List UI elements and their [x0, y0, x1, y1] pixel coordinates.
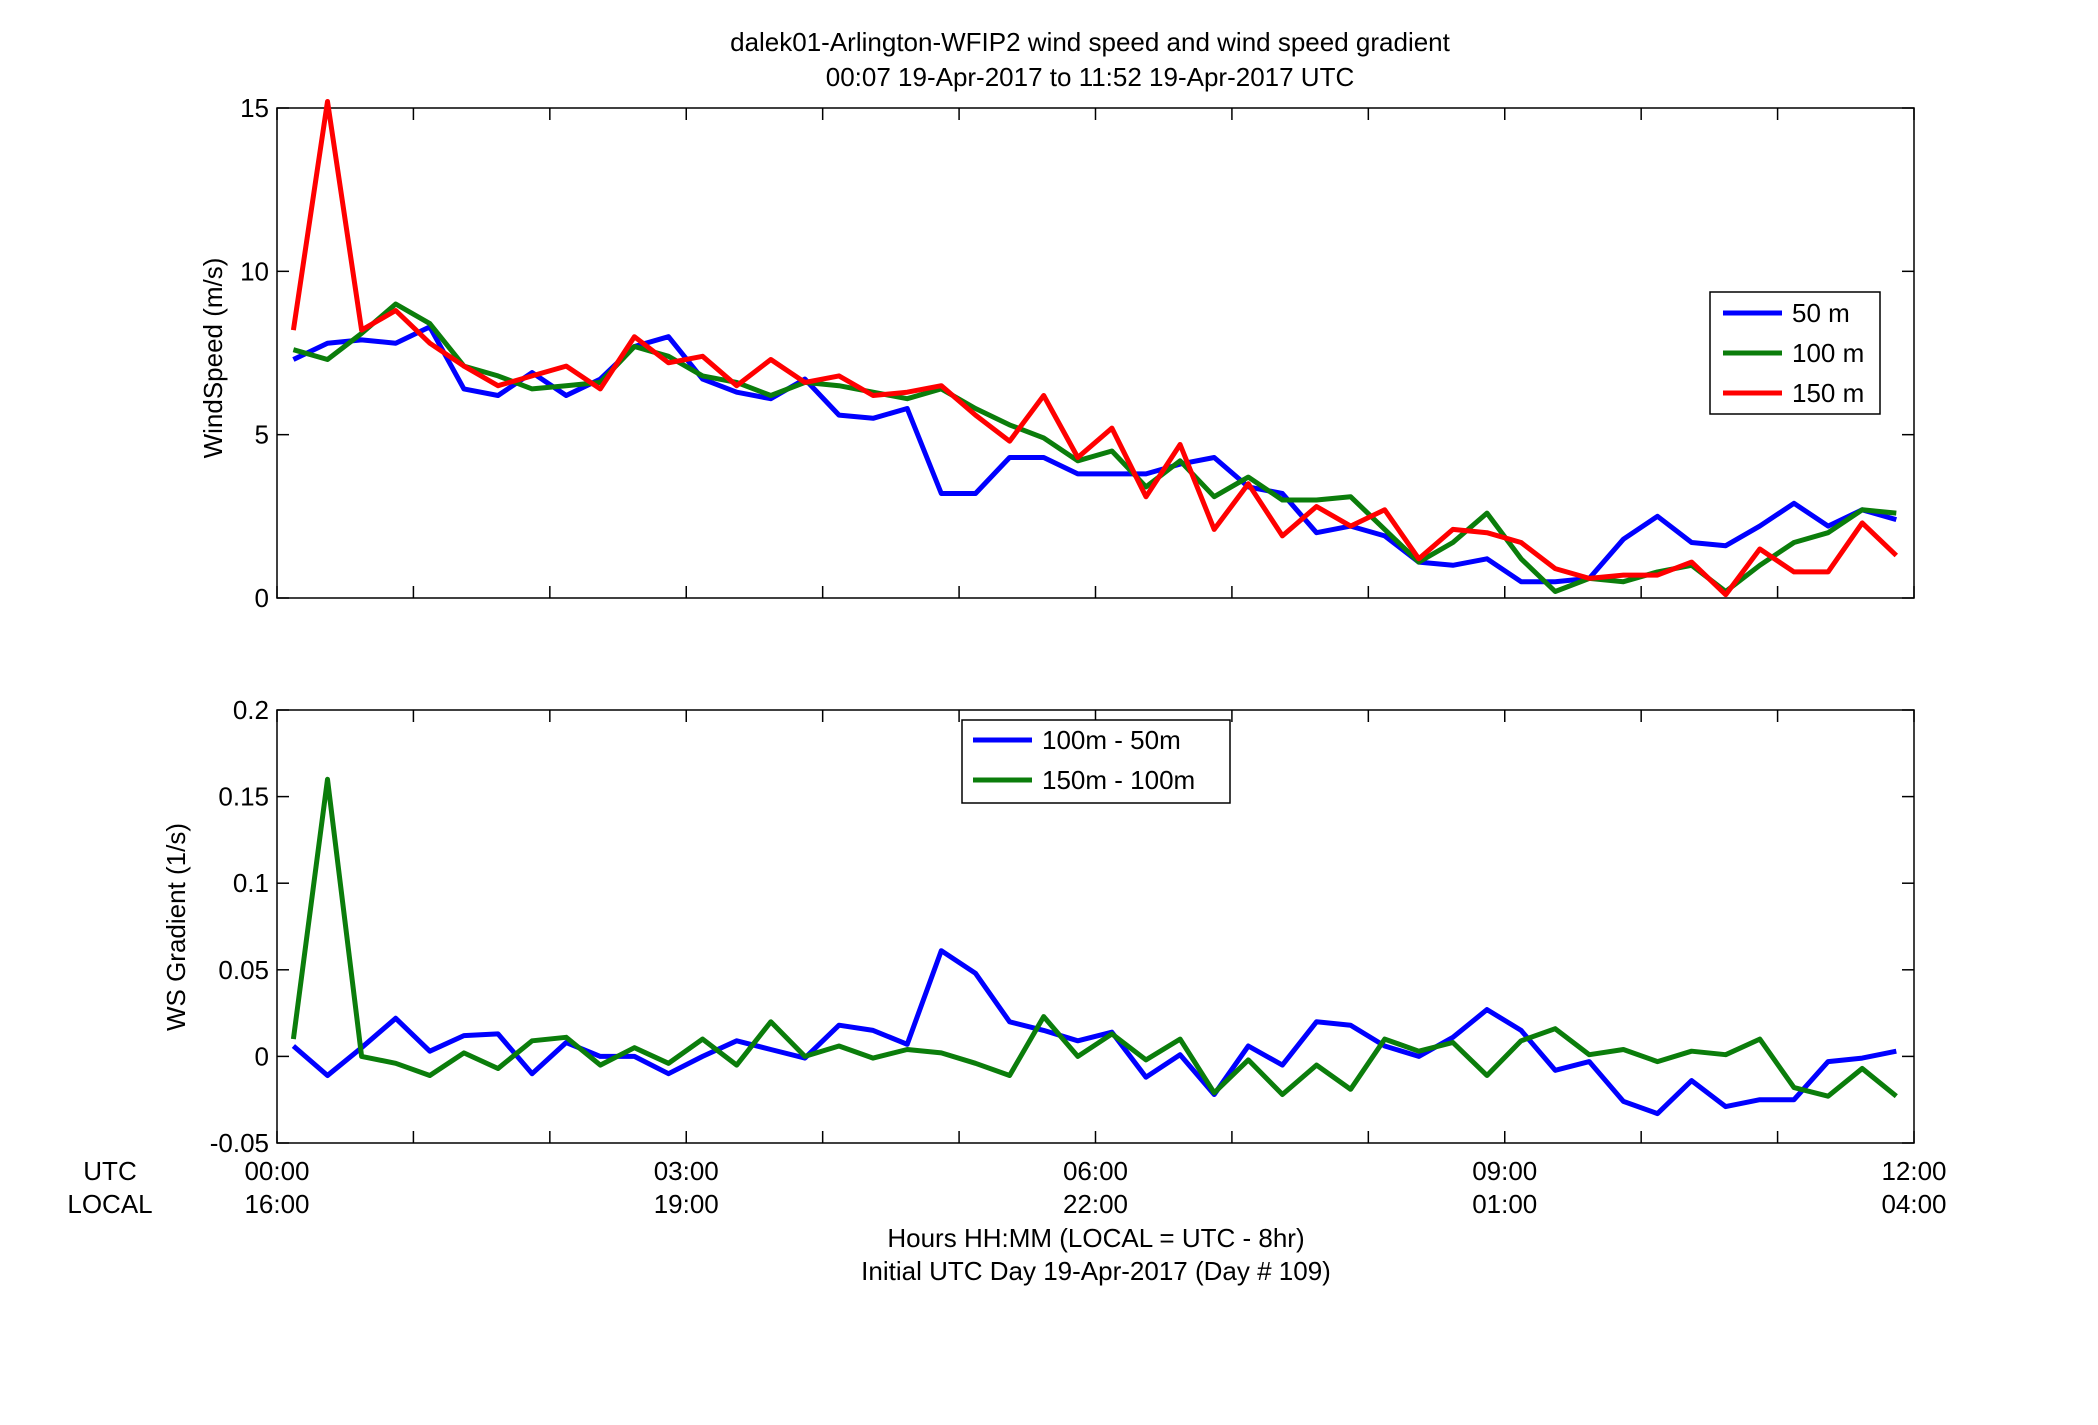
x-tick-label-utc: 12:00	[1881, 1156, 1946, 1186]
y-tick-label: 15	[240, 93, 269, 123]
y-tick-label: 0.1	[233, 868, 269, 898]
x-tick-label-utc: 00:00	[244, 1156, 309, 1186]
y-tick-label: 0.05	[218, 955, 269, 985]
y-tick-label: 10	[240, 256, 269, 286]
top-y-axis-label: WindSpeed (m/s)	[198, 258, 228, 459]
x-tick-label-local: 16:00	[244, 1189, 309, 1219]
bottom-y-axis-label: WS Gradient (1/s)	[161, 823, 191, 1031]
utc-row-label: UTC	[83, 1156, 136, 1186]
x-tick-label-local: 22:00	[1063, 1189, 1128, 1219]
y-tick-label: 0	[255, 583, 269, 613]
legend-label-150m: 150 m	[1792, 378, 1864, 408]
bottom-legend: 100m - 50m 150m - 100m	[961, 719, 1231, 804]
y-tick-label: 0.2	[233, 695, 269, 725]
legend-label-100m-50m: 100m - 50m	[1042, 725, 1181, 755]
figure-title-line2: 00:07 19-Apr-2017 to 11:52 19-Apr-2017 U…	[826, 62, 1355, 92]
y-tick-label: 0	[255, 1041, 269, 1071]
x-tick-label-utc: 03:00	[654, 1156, 719, 1186]
y-tick-label: -0.05	[210, 1128, 269, 1158]
series-line-150-m	[290, 99, 1899, 598]
x-tick-label-utc: 09:00	[1472, 1156, 1537, 1186]
legend-label-50m: 50 m	[1792, 298, 1850, 328]
local-row-label: LOCAL	[67, 1189, 152, 1219]
x-tick-label-local: 04:00	[1881, 1189, 1946, 1219]
x-tick-label-local: 19:00	[654, 1189, 719, 1219]
series-line-100m-50m	[291, 948, 1897, 1117]
top-legend: 50 m 100 m 150 m	[1709, 291, 1881, 415]
x-axis-label-line2: Initial UTC Day 19-Apr-2017 (Day # 109)	[861, 1256, 1331, 1286]
y-tick-label: 5	[255, 420, 269, 450]
y-tick-label: 0.15	[218, 782, 269, 812]
series-line-100-m	[292, 301, 1897, 594]
figure-title-line1: dalek01-Arlington-WFIP2 wind speed and w…	[730, 27, 1451, 57]
legend-label-100m: 100 m	[1792, 338, 1864, 368]
legend-label-150m-100m: 150m - 100m	[1042, 765, 1195, 795]
x-tick-label-local: 01:00	[1472, 1189, 1537, 1219]
series-line-50-m	[292, 324, 1897, 585]
series-line-150m-100m	[290, 776, 1898, 1099]
x-axis-label-line1: Hours HH:MM (LOCAL = UTC - 8hr)	[887, 1223, 1304, 1253]
top-plot-area	[276, 107, 1915, 599]
x-tick-label-utc: 06:00	[1063, 1156, 1128, 1186]
